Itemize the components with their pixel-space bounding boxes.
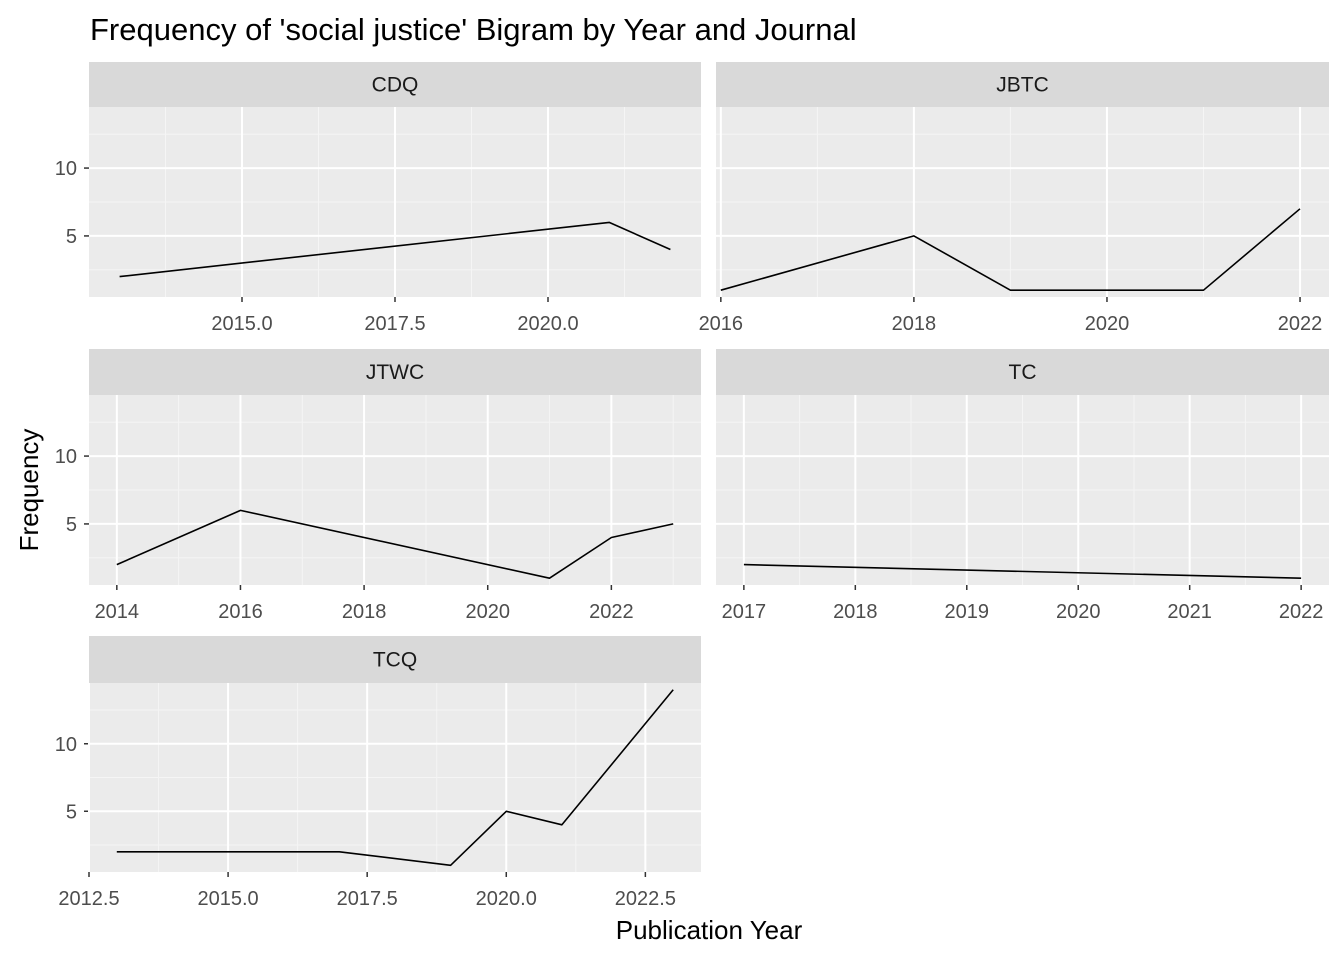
facet-strip	[89, 636, 701, 683]
x-tick-label: 2016	[699, 313, 744, 335]
x-tick-label: 2020.0	[517, 313, 578, 335]
x-tick-label: 2017.5	[337, 888, 398, 910]
series-line	[116, 689, 674, 867]
x-tick-label: 2020.0	[476, 888, 537, 910]
facet-tc: TC 2017 2018 2019 2020 2021 2022	[716, 349, 1329, 623]
x-axis-title: Publication Year	[616, 915, 803, 945]
y-tick-label: 5	[66, 226, 77, 248]
x-tick-label: 2015.0	[198, 888, 259, 910]
x-tick-label: 2015.0	[211, 313, 272, 335]
x-tick-label: 2020	[1085, 313, 1130, 335]
facet-strip	[89, 62, 701, 107]
series-line	[743, 563, 1302, 579]
facet-strip	[89, 349, 701, 395]
x-tick-label: 2018	[892, 313, 937, 335]
x-tick-label: 2022	[1279, 601, 1324, 623]
x-tick-label: 2018	[833, 601, 878, 623]
facet-strip-label: TCQ	[373, 649, 417, 672]
x-tick-label: 2022	[1278, 313, 1323, 335]
facets: CDQ 5 10 2015.0 2017.5 2020.0 JBTC 2016 2018 2020…	[55, 62, 1329, 910]
series-line	[720, 208, 1301, 292]
chart-title: Frequency of 'social justice' Bigram by …	[90, 12, 857, 47]
y-tick-label: 10	[55, 158, 77, 180]
x-tick-label: 2021	[1167, 601, 1212, 623]
facet-jtwc: JTWC 5 10 2014 2016 2018 2020 2022	[55, 349, 701, 623]
x-tick-label: 2012.5	[58, 888, 119, 910]
series-line	[116, 509, 674, 580]
facet-cdq: CDQ 5 10 2015.0 2017.5 2020.0	[55, 62, 701, 335]
x-tick-label: 2017	[722, 601, 767, 623]
y-tick-label: 10	[55, 446, 77, 468]
facet-jbtc: JBTC 2016 2018 2020 2022	[699, 62, 1329, 335]
facet-strip	[716, 349, 1329, 395]
x-tick-label: 2020	[1056, 601, 1101, 623]
facet-strip-label: JTWC	[366, 361, 424, 384]
y-tick-label: 5	[66, 514, 77, 536]
y-tick-label: 10	[55, 734, 77, 756]
x-tick-label: 2019	[945, 601, 990, 623]
facet-strip-label: TC	[1009, 361, 1037, 384]
x-tick-label: 2014	[95, 601, 140, 623]
x-tick-label: 2022	[589, 601, 634, 623]
x-tick-label: 2018	[342, 601, 387, 623]
facet-strip	[716, 62, 1329, 107]
x-tick-label: 2017.5	[364, 313, 425, 335]
x-tick-label: 2016	[218, 601, 263, 623]
facet-strip-label: CDQ	[372, 74, 419, 97]
x-tick-label: 2022.5	[615, 888, 676, 910]
x-tick-label: 2020	[465, 601, 510, 623]
y-tick-label: 5	[66, 801, 77, 823]
facet-strip-label: JBTC	[996, 74, 1049, 97]
series-line	[119, 221, 671, 278]
facet-tcq: TCQ 5 10 2012.5 2015.0 2017.5 2020.0 2022.5	[55, 636, 701, 910]
y-axis-title: Frequency	[14, 429, 44, 552]
